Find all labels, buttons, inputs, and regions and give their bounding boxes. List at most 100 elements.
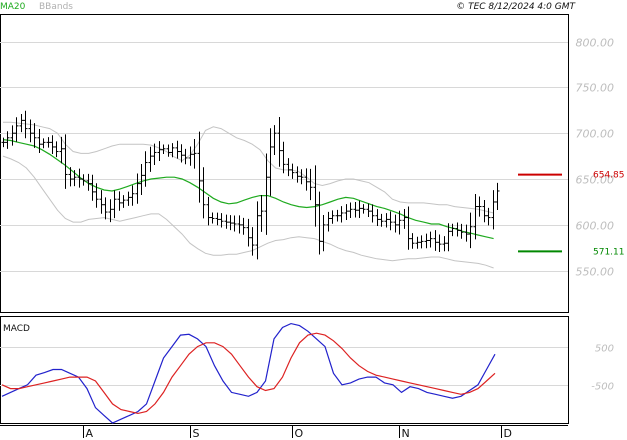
ohlc-bar [28, 119, 33, 143]
ohlc-bar [86, 173, 91, 191]
month-label: N [402, 427, 410, 440]
ohlc-bars [1, 110, 500, 260]
ohlc-bar [473, 193, 478, 240]
macd-tick-label: 500 [595, 344, 614, 355]
ohlc-bar [179, 144, 184, 163]
ohlc-bar [437, 234, 442, 252]
ohlc-bar [81, 174, 86, 186]
ohlc-bar [139, 164, 144, 195]
ohlc-bar [63, 134, 68, 189]
ohlc-bar [112, 190, 117, 219]
price-tick-label: 650.00 [576, 174, 615, 187]
ohlc-bar [433, 230, 438, 251]
ohlc-bar [59, 136, 64, 164]
ohlc-bar [143, 151, 148, 187]
signal-line [1, 332, 496, 415]
ohlc-bar [241, 217, 246, 235]
ohlc-bar [491, 190, 496, 230]
ohlc-bar [268, 128, 273, 196]
ohlc-bar [388, 211, 393, 231]
ohlc-bar [410, 233, 415, 249]
ohlc-bar [348, 202, 353, 218]
ohlc-bar [357, 200, 362, 219]
ohlc-bar [344, 204, 349, 221]
ohlc-bar [121, 195, 126, 208]
ohlc-bar [317, 191, 322, 255]
ohlc-bar [32, 123, 37, 148]
ohlc-bar [281, 141, 286, 174]
ohlc-bar [197, 131, 202, 203]
ohlc-bar [117, 191, 122, 211]
price-tick-label: 800.00 [576, 37, 615, 50]
ohlc-bar [415, 236, 420, 249]
bband-upper-line [3, 121, 494, 214]
ohlc-bar [277, 117, 282, 167]
ohlc-bar [232, 215, 237, 232]
ohlc-bar [464, 224, 469, 242]
legend-ma20: MA20 [0, 2, 26, 12]
ohlc-bar [428, 231, 433, 248]
ohlc-bar [103, 197, 108, 220]
ohlc-bar [37, 128, 42, 154]
price-panel: 800.00 750.00 700.00 650.00 600.00 550.00 654… [0, 14, 625, 313]
ohlc-bar [272, 125, 277, 156]
ohlc-bar [255, 201, 260, 260]
ohlc-bar [5, 131, 10, 149]
month-label: O [295, 427, 304, 440]
ohlc-bar [459, 223, 464, 239]
ohlc-bar [393, 214, 398, 233]
ohlc-bar [210, 212, 215, 224]
ohlc-bar [477, 196, 482, 217]
ohlc-bar [41, 138, 46, 149]
ohlc-bar [299, 169, 304, 185]
ohlc-bar [468, 212, 473, 249]
ohlc-bar [23, 110, 28, 139]
ohlc-bar [201, 167, 206, 219]
ohlc-bar [126, 191, 131, 206]
ohlc-bar [450, 223, 455, 237]
ohlc-bar [361, 204, 366, 214]
ohlc-bar [375, 209, 380, 226]
price-levels: 654.85 571.11 [518, 171, 625, 257]
ohlc-bar [192, 138, 197, 169]
ohlc-bar [215, 212, 220, 226]
ohlc-bar [161, 144, 166, 154]
ohlc-bar [148, 146, 153, 172]
ohlc-bar [219, 213, 224, 228]
ohlc-bar [237, 215, 242, 234]
month-label: D [504, 427, 512, 440]
ohlc-bar [366, 203, 371, 217]
ohlc-bar [130, 185, 135, 206]
macd-panel: 500 -500 MACD [0, 316, 614, 424]
ohlc-bar [10, 125, 15, 146]
ohlc-bar [1, 137, 6, 148]
ohlc-bar [455, 222, 460, 237]
ohlc-bar [442, 236, 447, 252]
macd-lines [1, 322, 496, 424]
price-panel-frame [0, 14, 569, 313]
ohlc-bar [321, 215, 326, 252]
ohlc-bar [72, 170, 77, 187]
price-tick-label: 600.00 [576, 220, 615, 233]
macd-line [1, 322, 496, 424]
month-label: S [193, 427, 200, 440]
macd-panel-title: MACD [3, 324, 30, 334]
ohlc-bar [170, 143, 175, 158]
ohlc-bar [446, 223, 451, 252]
price-y-axis: 800.00 750.00 700.00 650.00 600.00 550.00 [576, 37, 615, 279]
ohlc-bar [259, 195, 264, 232]
ohlc-bar [406, 206, 411, 250]
ohlc-bar [77, 168, 82, 188]
ohlc-bar [228, 215, 233, 231]
macd-panel-frame [0, 316, 569, 424]
ohlc-bar [335, 209, 340, 222]
ohlc-bar [353, 201, 358, 218]
ohlc-bar [157, 141, 162, 162]
ohlc-bar [99, 190, 104, 214]
price-level-label: 654.85 [593, 171, 625, 181]
ohlc-bar [295, 166, 300, 183]
ohlc-bar [379, 213, 384, 227]
ohlc-bar [264, 153, 269, 235]
ohlc-bar [330, 210, 335, 224]
price-level-label: 571.11 [593, 247, 625, 257]
